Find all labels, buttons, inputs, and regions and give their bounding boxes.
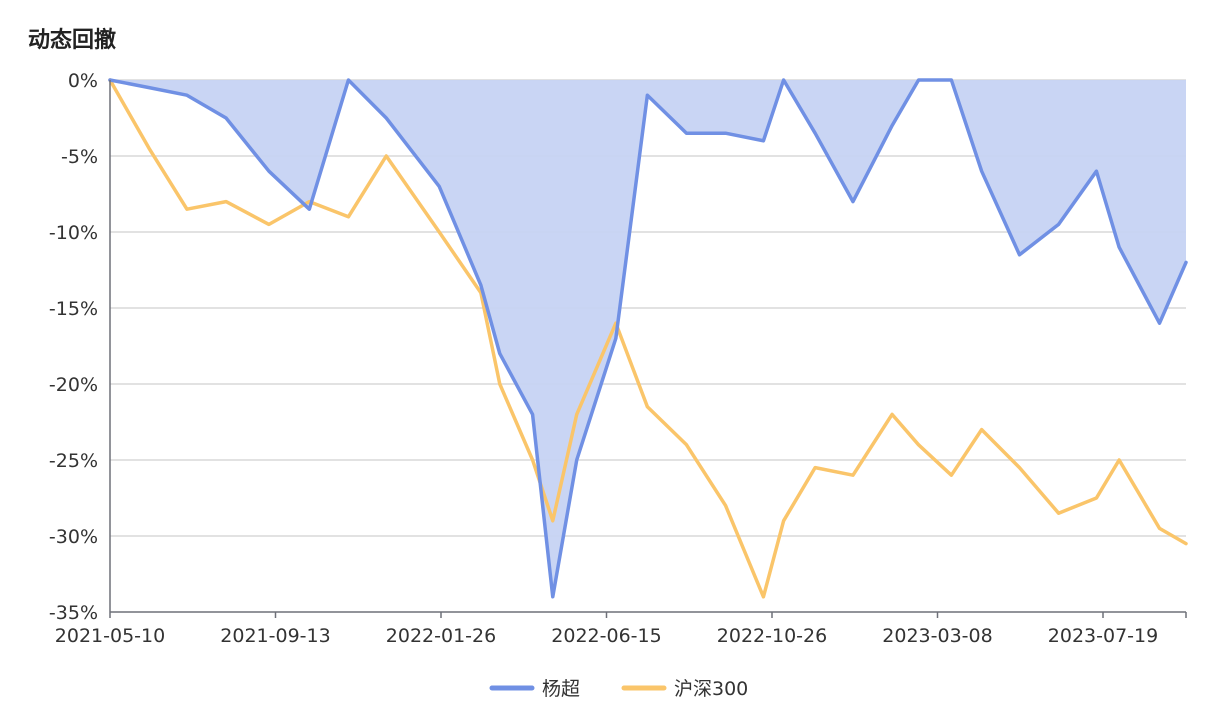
data-point-沪深300 [147,147,151,150]
x-tick-label: 2023-07-19 [1048,625,1158,647]
data-point-沪深300 [575,413,578,416]
data-point-沪深300 [890,413,894,416]
legend-item-沪深300[interactable]: 沪深300 [621,678,748,700]
data-point-杨超 [385,116,388,120]
data-point-杨超 [551,595,554,598]
data-point-杨超 [1117,246,1121,249]
x-tick-label: 2022-10-26 [717,625,827,647]
data-point-杨超 [614,337,618,340]
data-point-杨超 [917,78,920,82]
data-point-杨超 [851,200,855,203]
data-point-杨超 [1184,261,1188,264]
data-point-杨超 [685,132,688,135]
data-point-杨超 [224,116,228,120]
data-point-沪深300 [762,595,765,598]
y-tick-label: 0% [68,70,98,92]
data-point-沪深300 [782,519,785,522]
data-point-杨超 [1095,170,1098,173]
data-point-沪深300 [385,154,388,158]
data-point-沪深300 [267,223,271,226]
data-point-沪深300 [498,382,501,386]
data-point-沪深300 [347,215,350,218]
x-tick-label: 2021-09-13 [220,625,330,647]
data-point-杨超 [185,94,189,97]
data-point-杨超 [1057,223,1060,226]
data-point-沪深300 [950,474,953,477]
y-tick-label: -35% [49,602,98,624]
data-point-沪深300 [531,458,534,462]
y-tick-label: -10% [49,222,98,244]
data-point-杨超 [813,132,817,135]
x-tick-label: 2022-06-15 [551,625,661,647]
data-point-杨超 [980,170,983,173]
legend-label: 沪深300 [674,678,748,700]
data-point-杨超 [147,86,151,89]
data-point-杨超 [782,78,785,82]
data-point-沪深300 [1057,512,1060,515]
data-point-沪深300 [980,428,983,431]
data-point-杨超 [724,132,727,135]
data-point-沪深300 [1158,527,1161,530]
data-point-沪深300 [1018,466,1021,469]
data-point-杨超 [950,78,953,82]
legend-label: 杨超 [542,678,580,700]
series-line-沪深300 [108,78,1188,599]
data-point-杨超 [267,170,271,173]
data-point-杨超 [308,208,311,211]
y-tick-label: -25% [49,450,98,472]
data-point-沪深300 [646,405,649,408]
data-point-沪深300 [1095,496,1098,500]
x-tick-label: 2021-05-10 [55,625,165,647]
data-point-杨超 [347,78,350,82]
y-tick-label: -5% [61,146,98,168]
series-line-杨超 [108,78,1188,599]
data-point-杨超 [575,458,578,462]
data-point-沪深300 [917,443,920,446]
data-point-杨超 [890,124,894,127]
series-area-layer [110,80,1186,597]
data-point-沪深300 [685,443,688,446]
data-point-杨超 [498,352,501,355]
x-tick-label: 2022-01-26 [386,625,496,647]
data-point-沪深300 [185,208,189,211]
data-point-沪深300 [551,519,554,522]
data-point-沪深300 [438,230,441,234]
y-tick-label: -30% [49,526,98,548]
data-point-沪深300 [224,200,228,203]
y-tick-label: -20% [49,374,98,396]
data-point-沪深300 [813,466,817,469]
legend-item-杨超[interactable]: 杨超 [489,678,580,700]
data-point-杨超 [438,185,441,188]
chart-title: 动态回撤 [28,28,117,53]
data-point-杨超 [762,139,765,142]
data-point-杨超 [479,284,483,287]
x-tick-label: 2023-03-08 [882,625,992,647]
data-point-杨超 [531,413,534,416]
data-point-杨超 [646,94,649,97]
data-point-沪深300 [1184,542,1188,545]
data-point-沪深300 [1117,458,1121,462]
data-point-杨超 [1158,322,1161,325]
data-point-杨超 [1018,253,1021,256]
data-point-沪深300 [724,504,727,507]
axes: 0% -5% -10% -15% -20% -25% -30% -35%2021-05-10 2… [49,70,1187,647]
series-area-杨超 [110,80,1186,597]
y-tick-label: -15% [49,298,98,320]
legend[interactable]: 杨超 沪深300 [489,678,748,700]
data-point-沪深300 [851,474,855,477]
